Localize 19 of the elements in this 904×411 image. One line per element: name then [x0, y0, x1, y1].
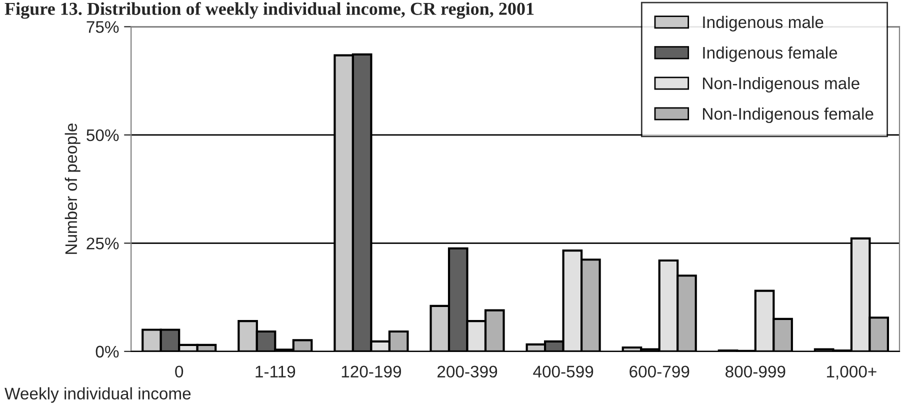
x-tick-label: 200-399 — [438, 366, 498, 378]
x-tick-label: 1-119 — [256, 366, 296, 378]
x-tick-label: 600-799 — [630, 366, 690, 378]
legend-label: Indigenous female — [703, 46, 838, 62]
y-tick-label: 75% — [86, 21, 119, 33]
x-tick-label: 1,000+ — [827, 366, 876, 380]
legend-label: Non-Indigenous male — [703, 76, 860, 93]
x-tick-label: 120-199 — [342, 366, 401, 378]
y-axis-title: Number of people — [64, 124, 80, 254]
x-tick-label: 800-999 — [726, 366, 786, 378]
x-axis-title: Weekly individual income — [4, 387, 191, 403]
y-tick-label: 0% — [96, 346, 119, 358]
chart-title: Figure 13. Distribution of weekly individual income, CR region, 2001 — [4, 2, 534, 19]
x-tick-label: 0 — [175, 366, 184, 378]
y-tick-label: 50% — [86, 129, 119, 142]
x-tick-label: 400-599 — [533, 366, 594, 378]
y-tick-label: 25% — [86, 238, 119, 250]
legend-label: Non-Indigenous female — [703, 108, 874, 124]
legend-label: Indigenous male — [703, 16, 824, 32]
